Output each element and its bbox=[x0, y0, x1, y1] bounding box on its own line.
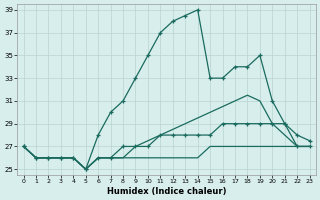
X-axis label: Humidex (Indice chaleur): Humidex (Indice chaleur) bbox=[107, 187, 226, 196]
